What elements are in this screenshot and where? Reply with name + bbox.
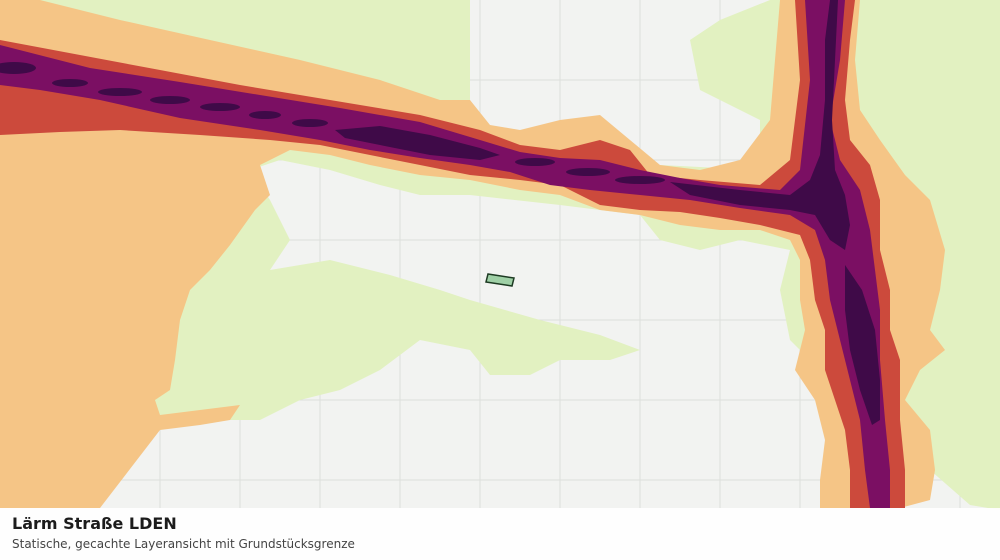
parcel-polygon[interactable] xyxy=(485,273,515,287)
parcel-boundary[interactable] xyxy=(485,273,515,287)
map-caption-panel xyxy=(0,508,1000,560)
map-title: Lärm Straße LDEN xyxy=(12,514,177,533)
map-subtitle: Statische, gecachte Layeransicht mit Gru… xyxy=(12,537,355,551)
noise-zone-3 xyxy=(0,0,905,508)
noise-zone-5 xyxy=(0,0,880,425)
